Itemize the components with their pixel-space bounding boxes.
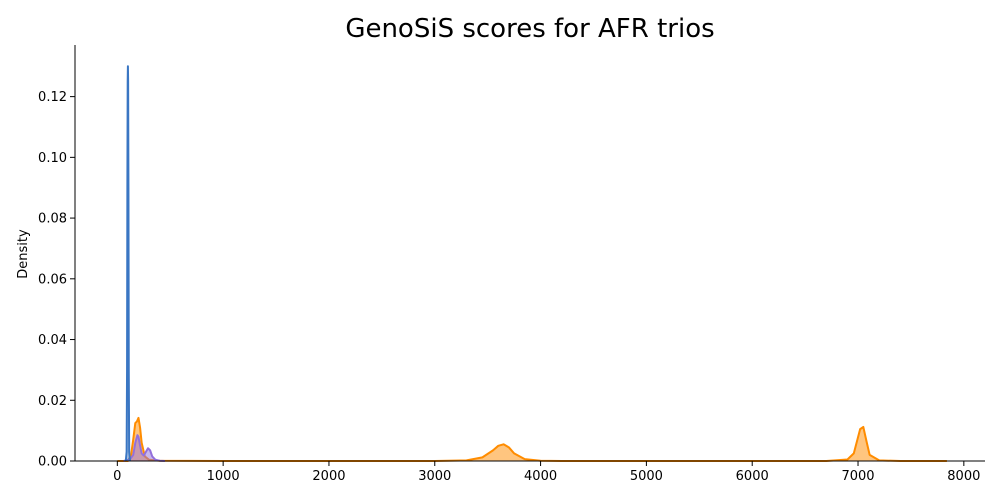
y-tick-label: 0.02: [38, 394, 67, 409]
series-0-area: [117, 417, 947, 461]
x-tick-label: 4000: [524, 469, 557, 484]
x-tick-label: 7000: [841, 469, 874, 484]
y-axis-label: Density: [16, 229, 31, 279]
series-1-line: [123, 434, 165, 462]
x-tick-label: 3000: [418, 469, 451, 484]
y-tick-label: 0.10: [38, 151, 67, 166]
chart-title: GenoSiS scores for AFR trios: [345, 14, 714, 44]
y-tick-label: 0.00: [38, 455, 67, 470]
axes-layer: 0 1000 2000 3000 4000 5000 6000 7000 8000 0.00 0.0…: [38, 45, 985, 484]
x-tick-label: 8000: [947, 469, 980, 484]
x-tick-label: 2000: [312, 469, 345, 484]
series-2-line: [124, 65, 132, 462]
y-tick-label: 0.12: [38, 90, 67, 105]
x-tick-label: 1000: [207, 469, 240, 484]
y-tick-label: 0.06: [38, 272, 67, 287]
x-tick-label: 5000: [630, 469, 663, 484]
y-tick-label: 0.08: [38, 212, 67, 227]
x-tick-label: 6000: [736, 469, 769, 484]
series-0-line: [117, 416, 947, 462]
series-layer: [117, 65, 947, 462]
y-tick-label: 0.04: [38, 333, 67, 348]
x-tick-label: 0: [113, 469, 121, 484]
